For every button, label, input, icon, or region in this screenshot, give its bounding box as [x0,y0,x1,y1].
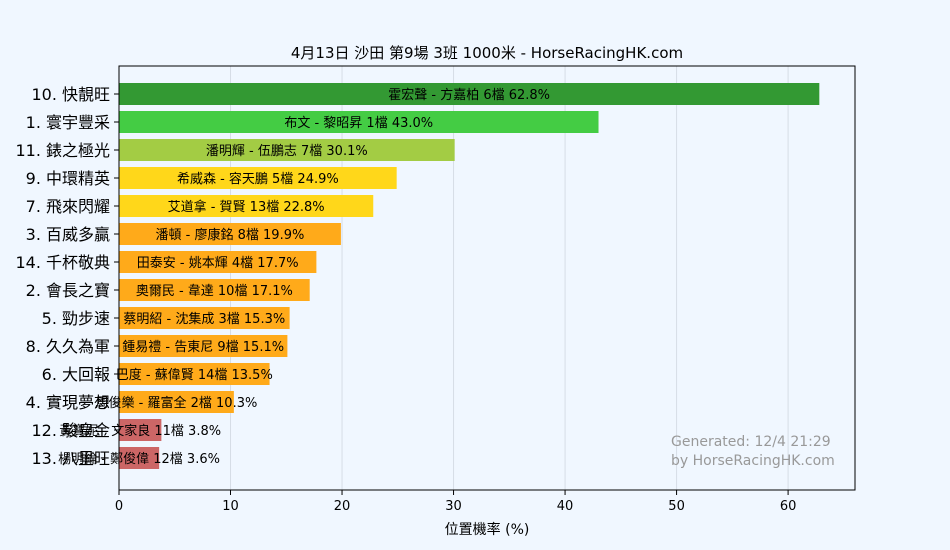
bar [119,391,234,413]
plot-background [119,66,855,490]
category-label: 13. 八里旺 [31,449,110,468]
x-tick-label: 30 [445,499,462,514]
bar [119,223,341,245]
chart-title: 4月13日 沙田 第9場 3班 1000米 - HorseRacingHK.co… [291,44,683,62]
bar [119,167,397,189]
category-label: 1. 寰宇豐采 [26,113,110,132]
category-label: 5. 勁步速 [42,309,110,328]
category-label: 9. 中環精英 [26,169,110,188]
bar-data-label: 楊明綸 - 鄭俊偉 12檔 3.6% [58,451,220,467]
x-tick-label: 0 [115,499,123,514]
bar-data-label: 鍾易禮 - 告東尼 9檔 15.1% [122,339,284,355]
bar-data-label: 蔡明紹 - 沈集成 3檔 15.3% [123,311,285,327]
bar [119,419,162,441]
x-tick-label: 10 [222,499,239,514]
plot-frame [118,65,856,491]
category-label: 12. 駿皇金 [31,421,110,440]
bar [119,195,374,217]
x-axis-ticks: 0 10 20 30 40 50 60 [115,490,797,514]
bar-data-label: 艾道拿 - 賀賢 13檔 22.8% [168,199,325,215]
bar [119,363,270,385]
bar [119,307,290,329]
grid [230,66,789,490]
category-label: 7. 飛來閃耀 [26,197,110,216]
category-label: 11. 錶之極光 [15,141,110,160]
bar-data-label: 巴度 - 蘇偉賢 14檔 13.5% [116,367,273,383]
x-tick-label: 40 [557,499,574,514]
category-labels: 10. 快靚旺 1. 寰宇豐采 11. 錶之極光 9. 中環精英 7. 飛來閃耀 3. 百… [15,85,119,468]
category-label: 10. 快靚旺 [31,85,110,104]
bar [119,279,310,301]
bar-data-label: 周俊樂 - 羅富全 2檔 10.3% [96,395,258,411]
category-label: 14. 千杯敬典 [15,253,110,272]
category-label: 8. 久久為軍 [26,337,110,356]
bar-data-label: 希威森 - 容天鵬 5檔 24.9% [177,171,339,187]
bar [119,139,455,161]
bar-data-label: 黃寶妮 - 文家良 11檔 3.8% [59,423,221,439]
category-label: 4. 實現夢想 [26,393,110,412]
x-tick-label: 20 [334,499,351,514]
category-label: 6. 大回報 [42,365,110,384]
bar-data-label: 田泰安 - 姚本輝 4檔 17.7% [137,256,299,271]
bar [119,335,288,357]
bar-data-label: 霍宏聲 - 方嘉柏 6檔 62.8% [388,87,550,103]
bars: 霍宏聲 - 方嘉柏 6檔 62.8% 布文 - 黎昭昇 1檔 43.0% 潘明輝 -… [58,83,820,469]
watermark-line-2: by HorseRacingHK.com [671,453,835,469]
category-label: 3. 百威多贏 [26,225,110,244]
bar [119,83,820,105]
x-tick-label: 50 [668,499,685,514]
bar [119,447,160,469]
bar [119,251,317,273]
category-label: 2. 會長之寶 [26,281,110,300]
bar-data-label: 奧爾民 - 韋達 10檔 17.1% [136,284,293,299]
bar [119,111,599,133]
bar-data-label: 潘頓 - 廖康銘 8檔 19.9% [156,227,305,243]
x-tick-label: 60 [780,499,797,514]
x-axis-label: 位置機率 (%) [445,521,530,538]
bar-data-label: 潘明輝 - 伍鵬志 7檔 30.1% [206,144,368,159]
bar-data-label: 布文 - 黎昭昇 1檔 43.0% [284,116,433,131]
watermark-line-1: Generated: 12/4 21:29 [671,434,831,450]
